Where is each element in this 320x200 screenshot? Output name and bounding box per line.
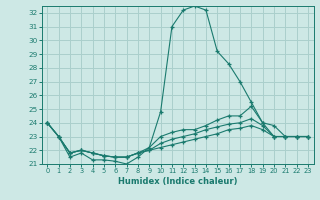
X-axis label: Humidex (Indice chaleur): Humidex (Indice chaleur): [118, 177, 237, 186]
